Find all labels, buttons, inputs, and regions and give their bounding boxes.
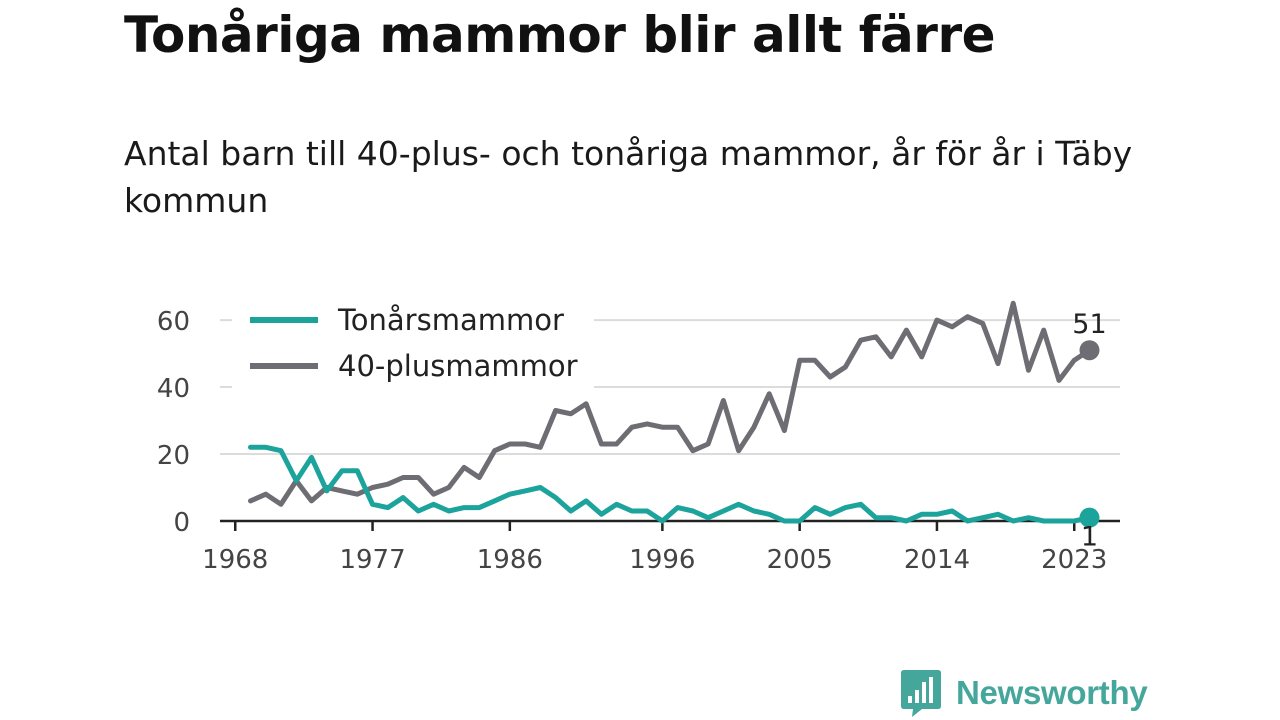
x-tick-label: 1977 bbox=[339, 545, 405, 575]
x-tick-label: 1996 bbox=[629, 545, 695, 575]
y-tick-label: 40 bbox=[157, 374, 190, 404]
x-tick-label: 2014 bbox=[904, 545, 970, 575]
brand-name: Newsworthy bbox=[956, 674, 1148, 711]
end-label-layer: 1 51 bbox=[1072, 309, 1106, 552]
x-tick-label: 2023 bbox=[1041, 545, 1107, 575]
legend-label: 40-plusmammor bbox=[338, 349, 578, 383]
chart-title: Tonåriga mammor blir allt färre bbox=[124, 6, 996, 64]
bar-chart-speech-bubble-icon bbox=[901, 670, 941, 717]
series-end-point bbox=[1079, 507, 1100, 528]
legend-background bbox=[232, 293, 594, 391]
y-tick-label: 0 bbox=[173, 508, 190, 538]
y-tick-label: 60 bbox=[157, 307, 190, 337]
chart-subtitle: Antal barn till 40-plus- och tonåriga ma… bbox=[124, 134, 1133, 220]
x-tick-label: 2005 bbox=[767, 545, 833, 575]
end-value-label: 51 bbox=[1072, 309, 1106, 340]
newsworthy-logo: Newsworthy bbox=[900, 668, 1148, 718]
series-end-point bbox=[1079, 340, 1100, 361]
x-tick-label: 1986 bbox=[477, 545, 543, 575]
axis-layer: 0 20 40 60 1968 1977 1986 1996 2005 2014 2023 bbox=[157, 307, 1120, 575]
series-line bbox=[248, 300, 1092, 507]
legend-label: Tonårsmammor bbox=[337, 303, 564, 337]
legend: Tonårsmammor 40-plusmammor bbox=[232, 293, 594, 391]
x-tick-label: 1968 bbox=[202, 545, 268, 575]
y-tick-label: 20 bbox=[157, 441, 190, 471]
series-line bbox=[248, 444, 1092, 524]
end-value-label: 1 bbox=[1081, 522, 1098, 553]
series-layer bbox=[248, 300, 1100, 528]
